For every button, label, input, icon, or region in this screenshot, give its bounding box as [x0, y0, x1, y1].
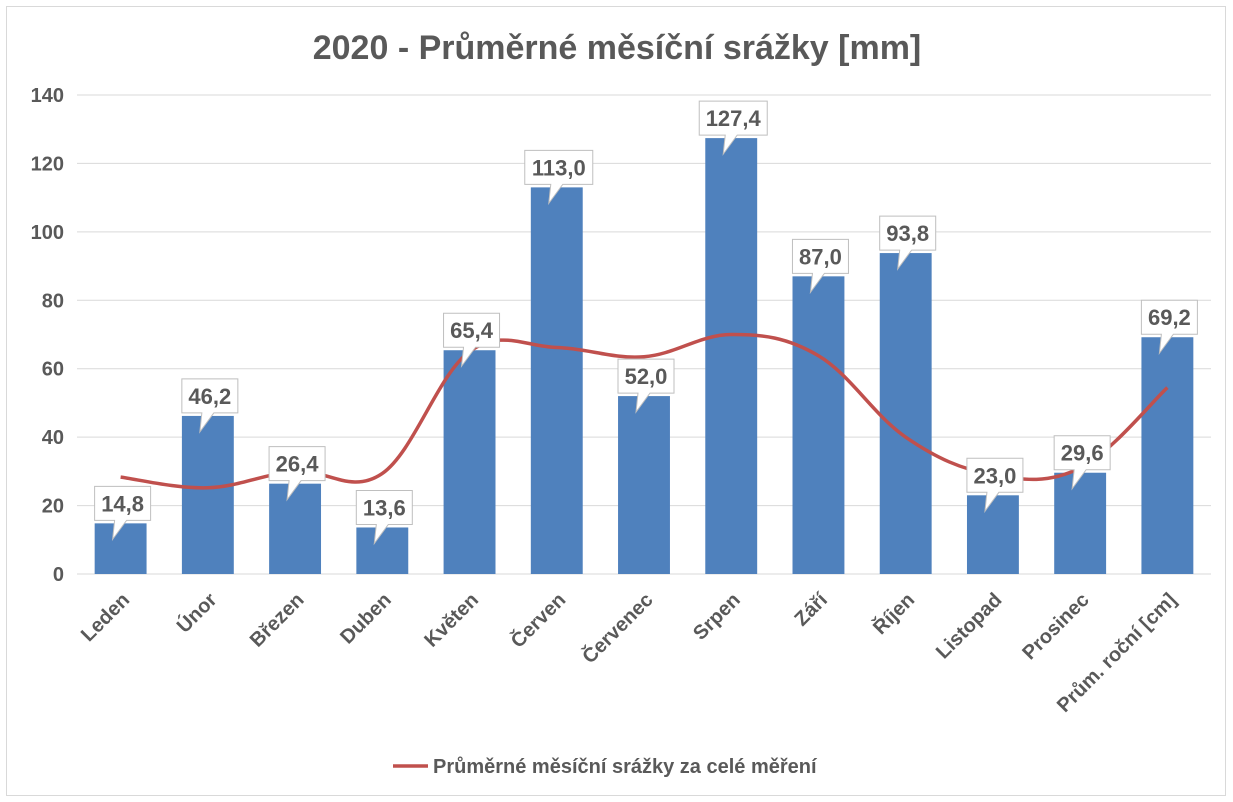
bar [94, 523, 147, 574]
chart-title: 2020 - Průměrné měsíční srážky [mm] [313, 29, 922, 67]
data-label: 87,0 [791, 238, 849, 295]
x-tick-label: Listopad [932, 589, 1006, 663]
bar [269, 483, 322, 574]
bar [618, 396, 670, 574]
x-tick-label: Leden [77, 589, 134, 646]
x-tick-label: Září [790, 588, 833, 631]
data-label-box [791, 238, 849, 295]
data-label-box [524, 149, 594, 206]
data-label: 14,8 [94, 485, 152, 542]
y-tick-label: 0 [53, 564, 64, 586]
bar [966, 495, 1019, 574]
data-label-text: 87,0 [799, 244, 842, 269]
data-label-box [1140, 299, 1198, 356]
data-label: 127,4 [698, 100, 768, 156]
y-tick-label: 100 [31, 222, 64, 244]
bar [879, 253, 932, 574]
x-tick-label: Duben [336, 589, 396, 649]
x-axis-ticks: Leden Únor Březen Duben Květen Červen Červenec… [77, 587, 1181, 716]
data-label: 93,8 [879, 215, 937, 271]
y-tick-label: 80 [42, 290, 64, 312]
bar [181, 415, 234, 574]
y-axis-ticks: 0 20 40 60 80 100 120 140 [31, 85, 64, 586]
x-tick-label: Prosinec [1018, 589, 1093, 664]
x-tick-label: Březen [246, 589, 309, 652]
x-tick-label: Květen [420, 589, 483, 652]
data-label-box [181, 378, 239, 434]
data-labels: 14,8 46,2 26,4 13,6 65,4 113,0 52,0 127,4 87,0 93… [94, 100, 1198, 546]
data-label-text: 69,2 [1148, 305, 1191, 330]
data-label-box [966, 457, 1024, 514]
bar [705, 138, 758, 575]
data-label-box [698, 100, 768, 156]
bar [356, 527, 409, 574]
data-label-box [617, 358, 675, 414]
x-tick-label: Srpen [689, 589, 745, 645]
bar [443, 350, 496, 574]
data-label-text: 113,0 [532, 155, 586, 180]
x-tick-label: Únor [171, 587, 221, 637]
bar [1054, 472, 1107, 574]
data-label-box [879, 215, 937, 271]
data-label: 29,6 [1053, 435, 1111, 491]
data-label: 65,4 [443, 312, 501, 369]
bar [792, 276, 845, 574]
data-label-text: 29,6 [1061, 441, 1104, 466]
data-label: 46,2 [181, 378, 239, 434]
data-label-box [355, 489, 413, 546]
data-label-text: 93,8 [886, 221, 929, 246]
data-label-text: 46,2 [188, 384, 231, 409]
y-tick-label: 40 [42, 427, 64, 449]
x-tick-label: Říjen [868, 588, 920, 640]
bar [530, 187, 583, 574]
legend-label: Průměrné měsíční srážky za celé měření [433, 756, 818, 778]
data-label-text: 14,8 [101, 491, 144, 516]
data-label: 26,4 [268, 446, 326, 502]
data-label-box [1053, 435, 1111, 491]
data-label-box [443, 312, 501, 369]
y-tick-label: 60 [42, 359, 64, 381]
data-label-text: 52,0 [625, 364, 668, 389]
y-tick-label: 120 [31, 153, 64, 175]
data-label-text: 26,4 [276, 452, 320, 477]
y-tick-label: 140 [31, 85, 64, 107]
data-label: 69,2 [1140, 299, 1198, 356]
data-label-box [94, 485, 152, 542]
data-label-box [268, 446, 326, 502]
data-label: 113,0 [524, 149, 594, 206]
x-tick-label: Červen [505, 588, 570, 653]
x-tick-label: Červenec [577, 588, 658, 669]
bar-series [94, 138, 1194, 575]
chart-frame: 2020 - Průměrné měsíční srážky [mm] 0 20 4… [6, 6, 1226, 796]
data-label-text: 65,4 [450, 318, 494, 343]
data-label-text: 23,0 [974, 463, 1017, 488]
data-label-text: 13,6 [363, 495, 406, 520]
data-label-text: 127,4 [706, 106, 762, 131]
data-label: 13,6 [355, 489, 413, 546]
chart-svg: 2020 - Průměrné měsíční srážky [mm] 0 20 4… [31, 29, 1211, 778]
data-label: 52,0 [617, 358, 675, 414]
legend: Průměrné měsíční srážky za celé měření [393, 756, 818, 778]
data-label: 23,0 [966, 457, 1024, 514]
bar [1141, 337, 1194, 574]
y-tick-label: 20 [42, 496, 64, 518]
